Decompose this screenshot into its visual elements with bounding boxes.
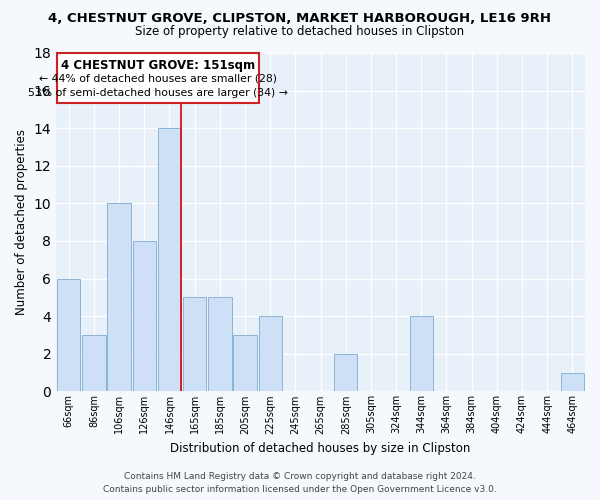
Bar [183, 298, 206, 392]
Y-axis label: Number of detached properties: Number of detached properties [15, 129, 28, 315]
Bar [133, 241, 156, 392]
Text: ← 44% of detached houses are smaller (28): ← 44% of detached houses are smaller (28… [39, 74, 277, 84]
Text: 4 CHESTNUT GROVE: 151sqm: 4 CHESTNUT GROVE: 151sqm [61, 58, 255, 71]
Bar [208, 298, 232, 392]
X-axis label: Distribution of detached houses by size in Clipston: Distribution of detached houses by size … [170, 442, 471, 455]
Bar [82, 335, 106, 392]
Bar [334, 354, 358, 392]
FancyBboxPatch shape [58, 53, 259, 103]
Bar [233, 335, 257, 392]
Text: 4, CHESTNUT GROVE, CLIPSTON, MARKET HARBOROUGH, LE16 9RH: 4, CHESTNUT GROVE, CLIPSTON, MARKET HARB… [49, 12, 551, 24]
Text: 53% of semi-detached houses are larger (34) →: 53% of semi-detached houses are larger (… [28, 88, 288, 99]
Text: Contains HM Land Registry data © Crown copyright and database right 2024.
Contai: Contains HM Land Registry data © Crown c… [103, 472, 497, 494]
Bar [158, 128, 181, 392]
Text: Size of property relative to detached houses in Clipston: Size of property relative to detached ho… [136, 25, 464, 38]
Bar [57, 278, 80, 392]
Bar [560, 372, 584, 392]
Bar [410, 316, 433, 392]
Bar [107, 204, 131, 392]
Bar [259, 316, 282, 392]
